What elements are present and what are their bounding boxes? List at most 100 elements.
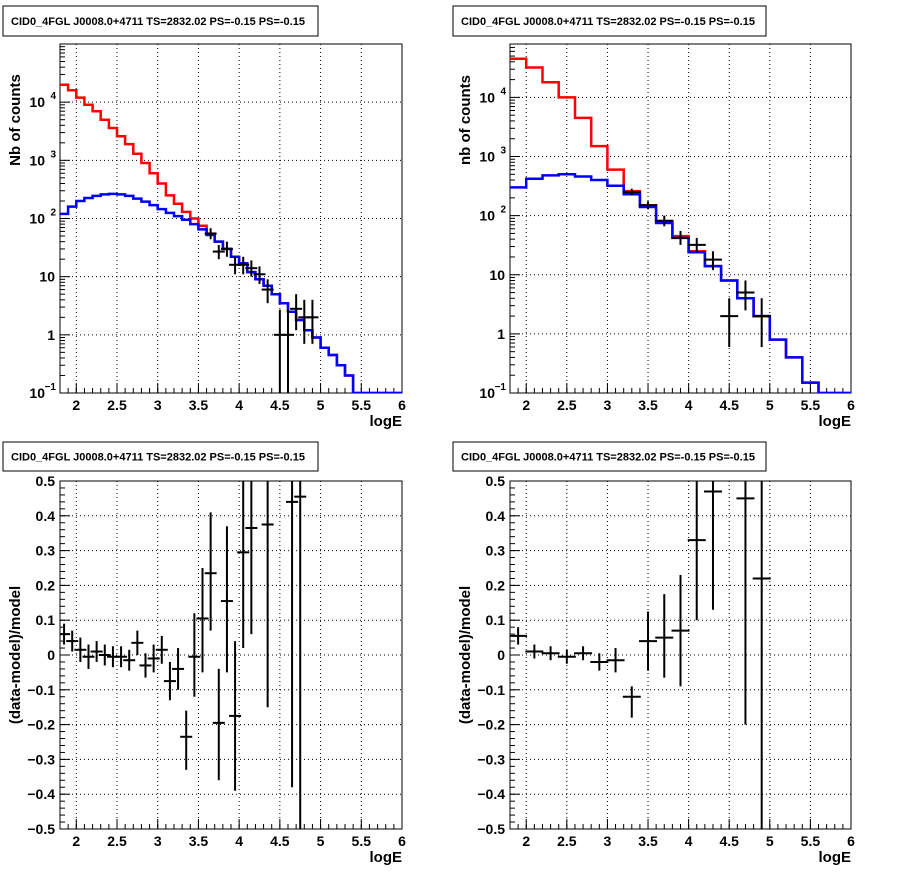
y-tick-label: 10 <box>489 267 505 283</box>
x-tick-label: 2.5 <box>557 397 577 413</box>
x-tick-label: 5.5 <box>352 397 372 413</box>
y-axis-label: Nb of counts <box>7 74 24 166</box>
y-tick-exponent: −1 <box>495 382 507 393</box>
x-tick-label: 5 <box>766 397 774 413</box>
title-box <box>2 5 319 37</box>
y-axis-label: nb of counts <box>457 75 474 165</box>
y-tick-label: −0.4 <box>477 786 505 802</box>
y-tick-label: 10 <box>479 89 495 105</box>
y-tick-exponent: 4 <box>500 86 506 97</box>
y-tick-label: 10 <box>29 152 45 168</box>
x-tick-label: 6 <box>847 833 855 849</box>
y-tick-label: −0.2 <box>477 717 505 733</box>
x-tick-label: 5 <box>317 833 325 849</box>
x-tick-label: 3.5 <box>189 833 209 849</box>
x-tick-label: 4 <box>685 833 693 849</box>
x-tick-label: 4 <box>235 833 243 849</box>
y-tick-label: 0.3 <box>36 543 56 559</box>
y-tick-exponent: 2 <box>50 208 56 219</box>
y-tick-label: 10 <box>29 94 45 110</box>
series-group <box>510 57 851 393</box>
x-tick-label: 4 <box>235 397 243 413</box>
chart-title: CID0_4FGL J0008.0+4711 TS=2832.02 PS=-0.… <box>11 16 305 28</box>
y-tick-label: 0 <box>497 647 505 663</box>
y-tick-label: −0.1 <box>477 682 505 698</box>
title-box <box>452 5 767 37</box>
model-component-line <box>60 192 402 393</box>
y-tick-label: 0.5 <box>486 473 506 489</box>
x-tick-label: 3 <box>154 397 162 413</box>
y-axis-label: (data-model)/model <box>457 586 474 724</box>
x-tick-label: 2 <box>522 397 530 413</box>
x-tick-label: 4.5 <box>270 833 290 849</box>
x-tick-label: 3 <box>604 397 612 413</box>
y-tick-label: 0.4 <box>36 508 56 524</box>
y-tick-label: 10 <box>29 211 45 227</box>
x-tick-label: 4 <box>685 397 693 413</box>
y-tick-label: −0.1 <box>27 682 55 698</box>
title-box <box>2 441 319 472</box>
series-group <box>60 83 402 393</box>
y-tick-label: 10 <box>29 385 45 401</box>
y-tick-exponent: 3 <box>50 149 56 160</box>
x-tick-label: 2.5 <box>107 833 127 849</box>
x-axis-label: logE <box>819 849 852 866</box>
y-tick-label: −0.3 <box>27 751 55 767</box>
y-tick-label: −0.5 <box>477 821 505 837</box>
y-tick-label: 10 <box>479 208 495 224</box>
x-axis-label: logE <box>819 413 852 430</box>
chart-title: CID0_4FGL J0008.0+4711 TS=2832.02 PS=-0.… <box>461 16 755 28</box>
y-axis-label: (data-model)/model <box>7 586 24 724</box>
x-tick-label: 2 <box>522 833 530 849</box>
y-tick-exponent: 3 <box>500 146 506 157</box>
chart-title: CID0_4FGL J0008.0+4711 TS=2832.02 PS=-0.… <box>461 452 755 464</box>
y-tick-label: 10 <box>479 385 495 401</box>
x-tick-label: 3.5 <box>638 397 658 413</box>
y-tick-label: 0.5 <box>36 473 56 489</box>
x-axis-label: logE <box>370 413 403 430</box>
x-tick-label: 2 <box>72 397 80 413</box>
plot-frame <box>59 43 403 394</box>
y-tick-label: −0.2 <box>27 717 55 733</box>
y-tick-label: 0 <box>47 647 55 663</box>
x-tick-label: 6 <box>847 397 855 413</box>
x-axis-label: logE <box>370 849 403 866</box>
y-tick-label: 0.3 <box>486 543 506 559</box>
x-tick-label: 3 <box>154 833 162 849</box>
x-tick-label: 6 <box>398 833 406 849</box>
panel-1: CID0_4FGL J0008.0+4711 TS=2832.02 PS=-0.… <box>2 5 406 430</box>
y-tick-label: −0.5 <box>27 821 55 837</box>
y-tick-exponent: 2 <box>500 205 506 216</box>
x-tick-label: 5 <box>766 833 774 849</box>
y-tick-label: 0.1 <box>486 612 506 628</box>
series-group <box>510 481 771 829</box>
x-tick-label: 5.5 <box>801 397 821 413</box>
x-tick-label: 4.5 <box>719 833 739 849</box>
panel-2: CID0_4FGL J0008.0+4711 TS=2832.02 PS=-0.… <box>452 5 855 430</box>
y-tick-label: 1 <box>47 327 55 343</box>
y-tick-label: 0.4 <box>486 508 506 524</box>
panel-4: CID0_4FGL J0008.0+4711 TS=2832.02 PS=-0.… <box>452 441 855 866</box>
panel-3: CID0_4FGL J0008.0+4711 TS=2832.02 PS=-0.… <box>2 441 406 866</box>
x-tick-label: 2.5 <box>107 397 127 413</box>
y-tick-label: 1 <box>497 326 505 342</box>
y-tick-label: 10 <box>479 149 495 165</box>
x-tick-label: 5.5 <box>352 833 372 849</box>
y-tick-exponent: 4 <box>50 91 56 102</box>
plot-frame <box>59 480 403 830</box>
y-tick-exponent: −1 <box>45 382 57 393</box>
y-tick-label: 0.1 <box>36 612 56 628</box>
y-tick-label: 10 <box>39 269 55 285</box>
x-tick-label: 3.5 <box>638 833 658 849</box>
x-tick-label: 4.5 <box>270 397 290 413</box>
chart-title: CID0_4FGL J0008.0+4711 TS=2832.02 PS=-0.… <box>11 452 305 464</box>
x-tick-label: 5.5 <box>801 833 821 849</box>
y-tick-label: 0.2 <box>486 577 506 593</box>
y-tick-label: 0.2 <box>36 577 56 593</box>
title-box <box>452 441 767 472</box>
y-tick-label: −0.3 <box>477 751 505 767</box>
x-tick-label: 3.5 <box>189 397 209 413</box>
x-tick-label: 6 <box>398 397 406 413</box>
plot-frame <box>509 43 852 394</box>
x-tick-label: 2.5 <box>557 833 577 849</box>
